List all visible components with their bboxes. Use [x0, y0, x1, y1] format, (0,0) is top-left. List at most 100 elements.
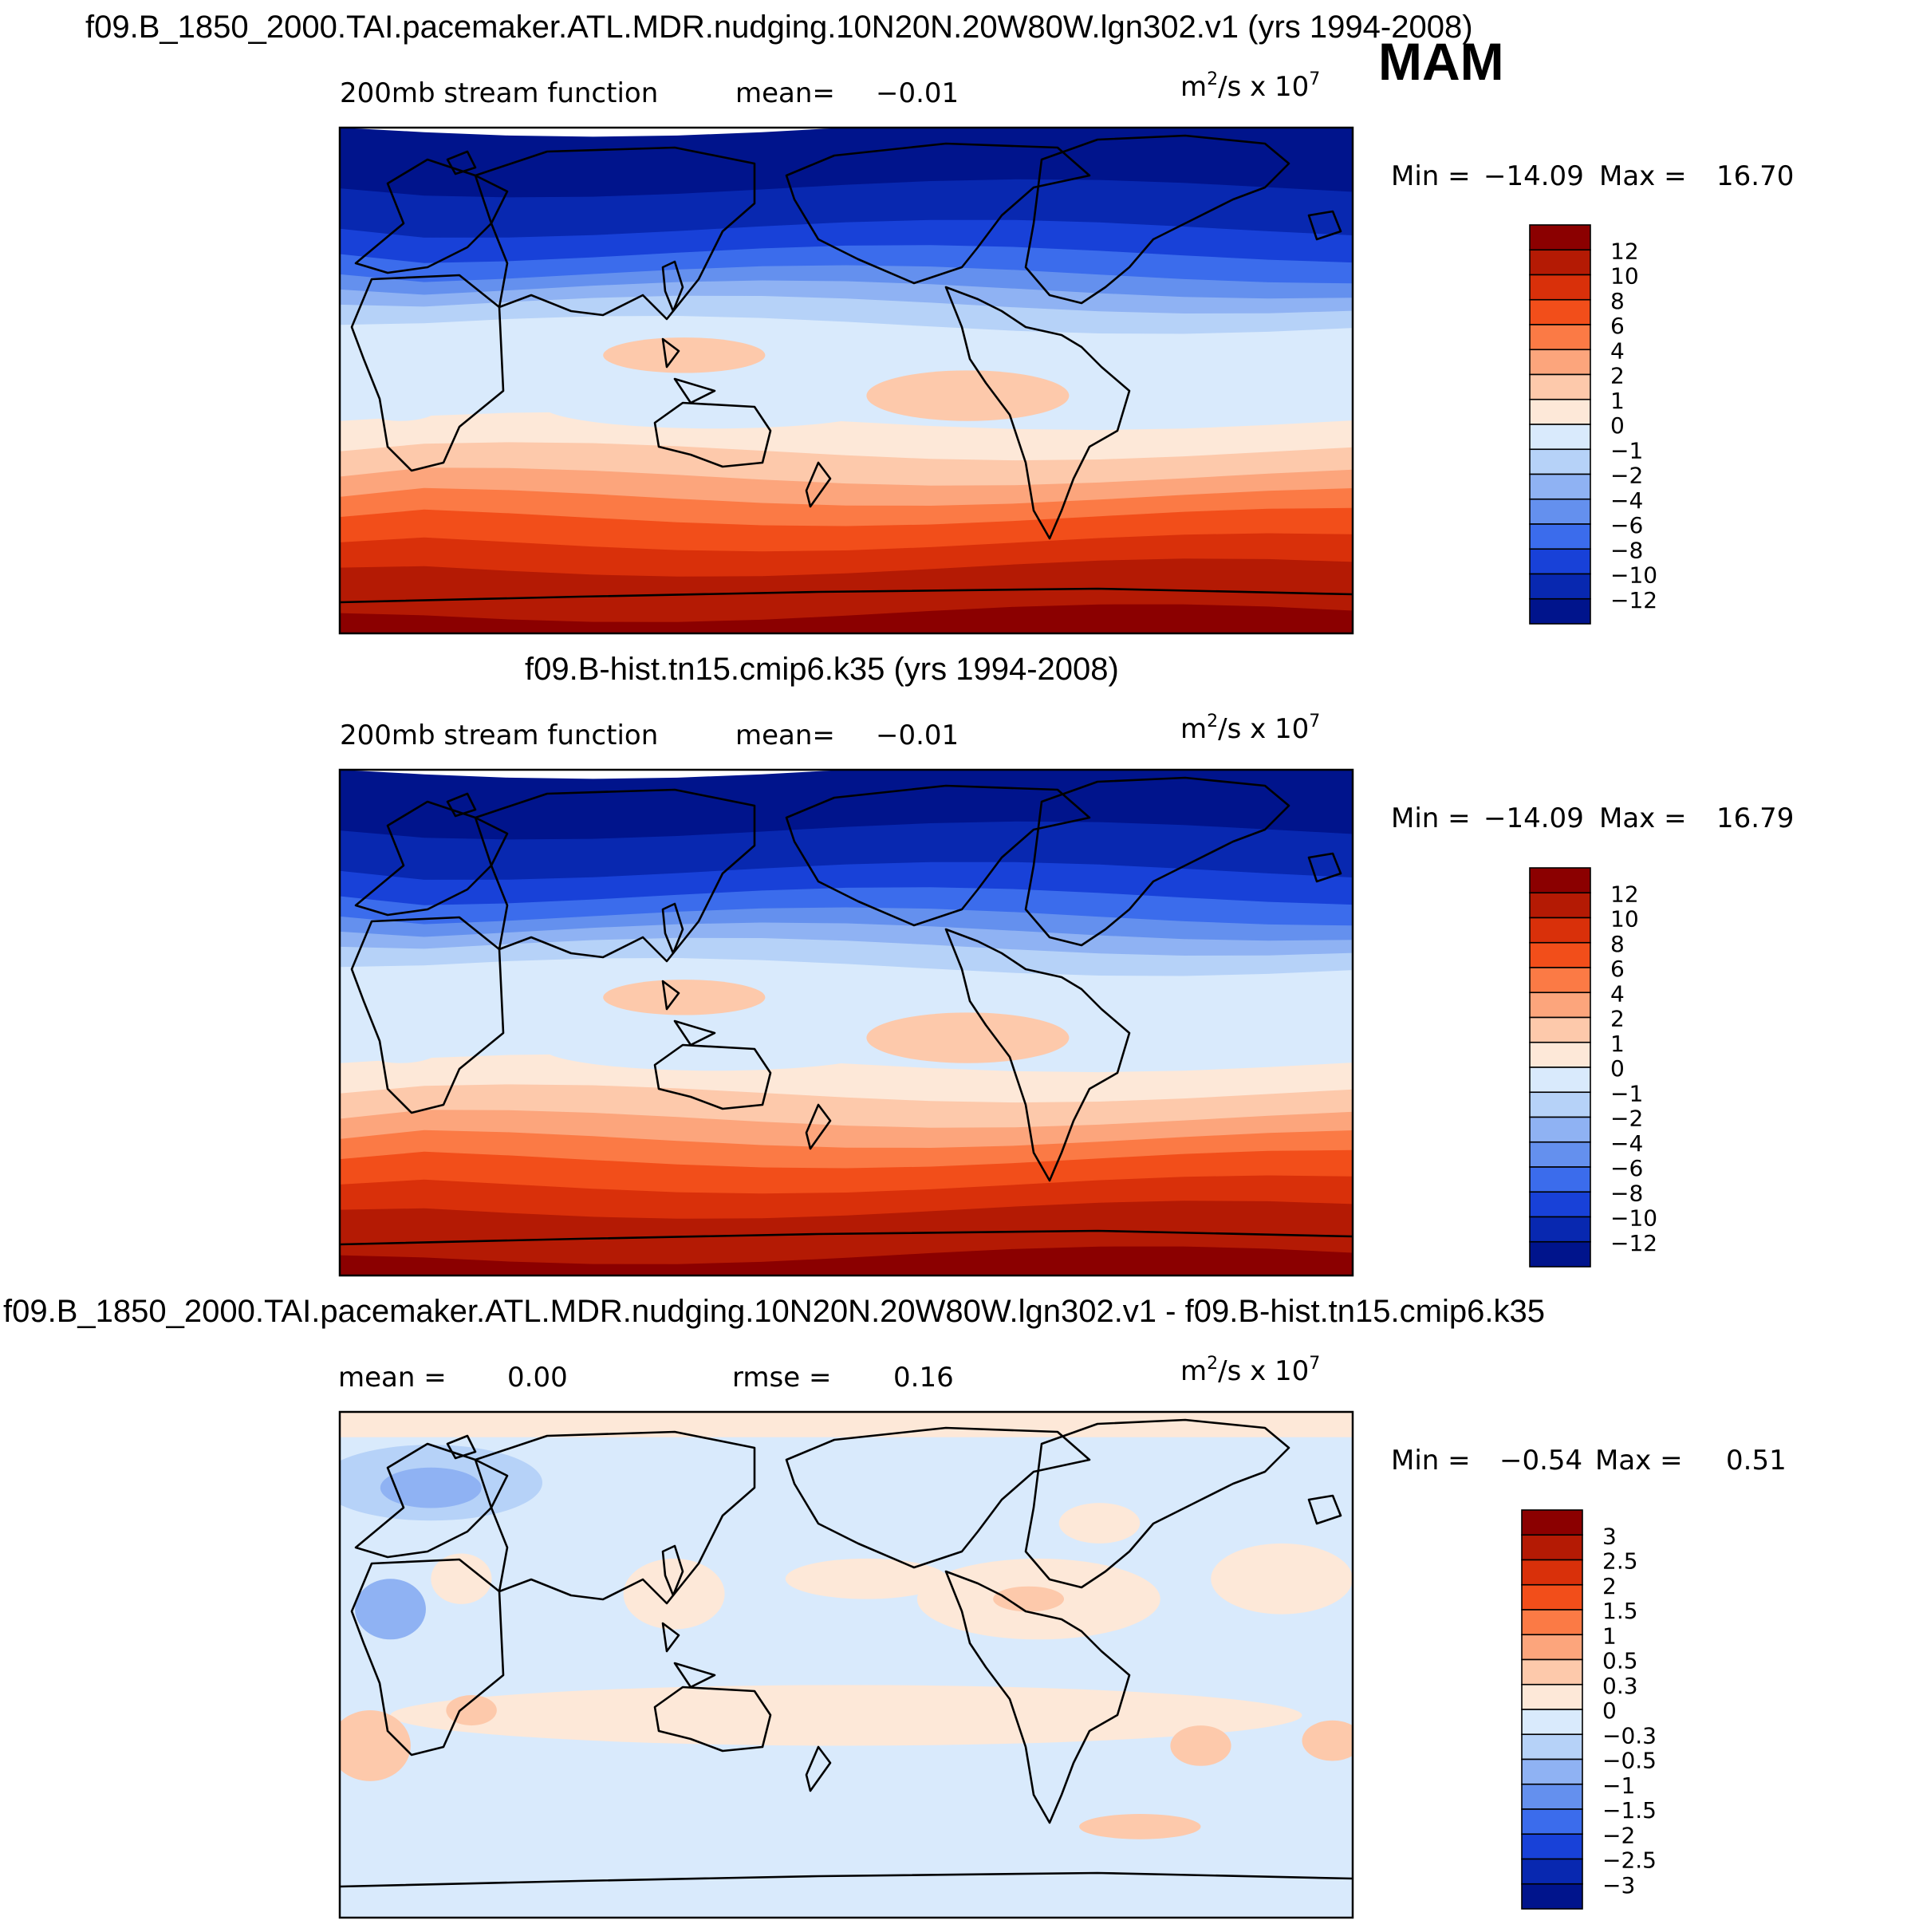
panel-min-label: Min = [1391, 1445, 1471, 1477]
colorbar-swatch [1521, 1583, 1583, 1611]
colorbar-swatch [1529, 967, 1591, 994]
colorbar-swatch [1529, 1240, 1591, 1268]
colorbar-swatch [1529, 398, 1591, 425]
colorbar-tick-label: 3 [1602, 1523, 1617, 1549]
contour-region [1251, 1780, 1353, 1832]
colorbar-tick-label: −2 [1602, 1822, 1635, 1848]
colorbar-swatch [1529, 1216, 1591, 1243]
contour-region [340, 1412, 1353, 1437]
contour-region [355, 1579, 426, 1640]
contour-region [603, 980, 766, 1015]
colorbar-tick-label: −1 [1602, 1772, 1635, 1799]
panel-units: m2/s x 107 [1180, 69, 1320, 103]
panel-mean-label: mean= [735, 720, 835, 751]
colorbar-tick-label: −0.3 [1602, 1722, 1657, 1749]
map-frame [338, 126, 1354, 635]
contour-region [380, 1467, 482, 1508]
panel-min-label: Min = [1391, 802, 1471, 834]
contour-region [866, 370, 1070, 421]
colorbar-tick-label: 10 [1610, 263, 1639, 290]
colorbar-swatch [1521, 1883, 1583, 1910]
colorbar-tick-label: 0 [1610, 412, 1625, 439]
season-label: MAM [1378, 32, 1504, 91]
colorbar-tick-label: −8 [1610, 537, 1643, 563]
contour-region [1079, 1814, 1201, 1839]
panel-difference: mean = 0.00 rmse = 0.16 m2/s x 107 Min =… [338, 1354, 1787, 1919]
colorbar-tick-label: 0.5 [1602, 1648, 1638, 1674]
colorbar: 32.521.510.50.30−0.3−0.5−1−1.5−2−2.5−3 [1521, 1509, 1657, 1910]
colorbar-tick-label: −1 [1610, 437, 1643, 463]
stream-band [340, 604, 1353, 633]
contour-region [603, 337, 766, 373]
colorbar-tick-label: −6 [1610, 512, 1643, 538]
colorbar-swatch [1529, 1141, 1591, 1168]
colorbar-swatch [1529, 597, 1591, 625]
panel-field-label: 200mb stream function [340, 720, 658, 751]
panel-max-label: Max = [1599, 160, 1687, 192]
contour-region [1211, 1543, 1353, 1615]
colorbar-swatch [1521, 1808, 1583, 1835]
colorbar-tick-label: 1 [1602, 1622, 1617, 1649]
map-plot [338, 768, 1354, 1277]
colorbar-swatch [1529, 274, 1591, 301]
colorbar-swatch [1529, 1166, 1591, 1193]
panel-mean-value: −0.01 [876, 720, 959, 751]
colorbar-tick-label: 4 [1610, 980, 1625, 1007]
colorbar-tick-label: 1 [1610, 1031, 1625, 1057]
colorbar-swatch [1529, 523, 1591, 550]
colorbar-tick-label: −3 [1602, 1872, 1635, 1898]
colorbar-tick-label: −2 [1610, 463, 1643, 489]
map-frame [338, 768, 1354, 1277]
colorbar-tick-label: 8 [1610, 931, 1625, 957]
colorbar-swatch [1521, 1559, 1583, 1586]
panel-control: 200mb stream function mean= −0.01 m2/s x… [338, 712, 1794, 1277]
contour-region [1058, 1503, 1141, 1544]
colorbar-swatch [1529, 941, 1591, 968]
colorbar-swatch [1529, 249, 1591, 276]
colorbar-swatch [1521, 1509, 1583, 1536]
colorbar-tick-label: −6 [1610, 1155, 1643, 1181]
units-mid: /s x 10 [1218, 71, 1309, 103]
panel-min-value: −0.54 [1499, 1445, 1582, 1477]
colorbar-swatch [1529, 298, 1591, 325]
colorbar-tick-label: −0.5 [1602, 1748, 1657, 1774]
colorbar-swatch [1521, 1683, 1583, 1710]
contour-region [471, 1768, 553, 1804]
colorbar-swatch [1529, 1116, 1591, 1143]
colorbar-swatch [1521, 1609, 1583, 1636]
colorbar-swatch [1529, 892, 1591, 919]
units-base: m [1180, 713, 1207, 745]
panel-min-value: −14.09 [1483, 160, 1584, 192]
units-sup1: 2 [1207, 69, 1218, 89]
colorbar-tick-label: 0 [1610, 1055, 1625, 1082]
colorbar-swatch [1521, 1833, 1583, 1860]
panel-title-control: f09.B-hist.tn15.cmip6.k35 (yrs 1994-2008… [525, 652, 1119, 687]
contour-region [978, 1791, 1080, 1822]
colorbar-tick-label: −4 [1610, 487, 1643, 514]
map-plot [338, 1410, 1354, 1919]
panel-min-value: −14.09 [1483, 802, 1584, 834]
colorbar-swatch [1529, 373, 1591, 400]
colorbar-tick-label: −12 [1610, 1230, 1657, 1256]
units-sup1: 2 [1207, 712, 1218, 731]
units-sup1: 2 [1207, 1354, 1218, 1374]
colorbar-tick-label: 10 [1610, 906, 1639, 932]
colorbar-swatch [1529, 473, 1591, 500]
colorbar-tick-label: 4 [1610, 337, 1625, 364]
colorbar-swatch [1529, 917, 1591, 944]
contour-region [542, 1025, 887, 1071]
colorbar-swatch [1529, 498, 1591, 525]
colorbar-swatch [1529, 1091, 1591, 1118]
units-sup2: 7 [1309, 712, 1320, 731]
colorbar-tick-label: 1 [1610, 388, 1625, 414]
contour-region [542, 383, 887, 429]
colorbar-tick-label: 2 [1602, 1573, 1617, 1599]
colorbar-tick-label: −10 [1610, 1205, 1657, 1232]
colorbar-swatch [1529, 573, 1591, 600]
units-base: m [1180, 1355, 1207, 1387]
colorbar-tick-label: 12 [1610, 238, 1639, 264]
contour-region [866, 1012, 1070, 1063]
colorbar-tick-label: 0.3 [1602, 1673, 1638, 1699]
